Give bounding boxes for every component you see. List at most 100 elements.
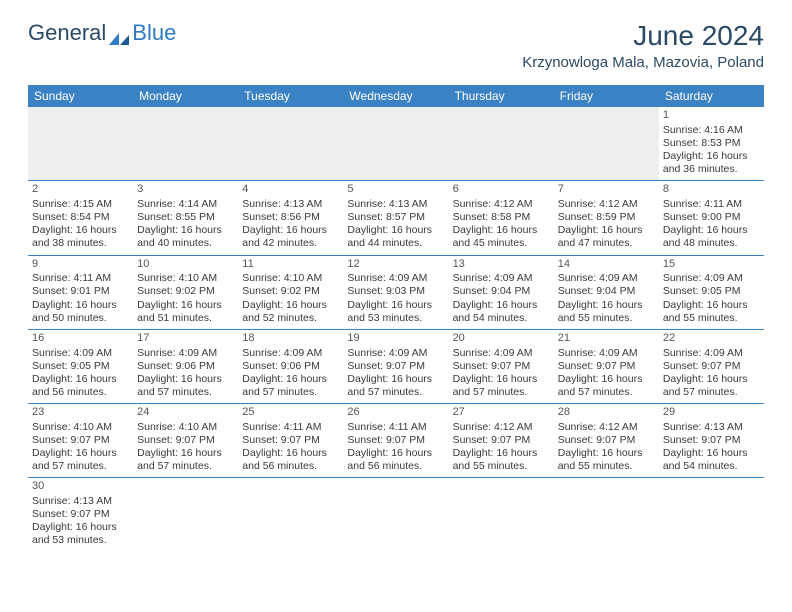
calendar-row: 2Sunrise: 4:15 AMSunset: 8:54 PMDaylight… xyxy=(28,181,764,255)
day-number: 8 xyxy=(663,183,760,197)
day-number: 30 xyxy=(32,480,129,494)
day-number: 10 xyxy=(137,258,234,272)
calendar-cell xyxy=(659,478,764,552)
day-number: 21 xyxy=(558,332,655,346)
sunset-line: Sunset: 8:59 PM xyxy=(558,211,655,224)
day-header-row: SundayMondayTuesdayWednesdayThursdayFrid… xyxy=(28,85,764,107)
sunrise-line: Sunrise: 4:12 AM xyxy=(453,198,550,211)
calendar-cell: 3Sunrise: 4:14 AMSunset: 8:55 PMDaylight… xyxy=(133,181,238,255)
day-number: 24 xyxy=(137,406,234,420)
sunrise-line: Sunrise: 4:09 AM xyxy=(32,347,129,360)
calendar-row: 23Sunrise: 4:10 AMSunset: 9:07 PMDayligh… xyxy=(28,404,764,478)
daylight-line: Daylight: 16 hours and 57 minutes. xyxy=(558,373,655,399)
calendar-cell: 16Sunrise: 4:09 AMSunset: 9:05 PMDayligh… xyxy=(28,329,133,403)
sunrise-line: Sunrise: 4:11 AM xyxy=(242,421,339,434)
daylight-line: Daylight: 16 hours and 45 minutes. xyxy=(453,224,550,250)
day-number: 13 xyxy=(453,258,550,272)
sunrise-line: Sunrise: 4:09 AM xyxy=(453,272,550,285)
day-number: 23 xyxy=(32,406,129,420)
day-number: 3 xyxy=(137,183,234,197)
sunrise-line: Sunrise: 4:09 AM xyxy=(137,347,234,360)
calendar-cell xyxy=(343,107,448,181)
calendar-cell xyxy=(28,107,133,181)
daylight-line: Daylight: 16 hours and 52 minutes. xyxy=(242,299,339,325)
calendar-cell: 23Sunrise: 4:10 AMSunset: 9:07 PMDayligh… xyxy=(28,404,133,478)
sunset-line: Sunset: 9:07 PM xyxy=(453,434,550,447)
daylight-line: Daylight: 16 hours and 57 minutes. xyxy=(663,373,760,399)
calendar-row: 16Sunrise: 4:09 AMSunset: 9:05 PMDayligh… xyxy=(28,329,764,403)
calendar-cell: 6Sunrise: 4:12 AMSunset: 8:58 PMDaylight… xyxy=(449,181,554,255)
sunrise-line: Sunrise: 4:13 AM xyxy=(32,495,129,508)
sunset-line: Sunset: 9:06 PM xyxy=(137,360,234,373)
calendar-cell: 20Sunrise: 4:09 AMSunset: 9:07 PMDayligh… xyxy=(449,329,554,403)
daylight-line: Daylight: 16 hours and 54 minutes. xyxy=(663,447,760,473)
daylight-line: Daylight: 16 hours and 56 minutes. xyxy=(347,447,444,473)
day-header: Tuesday xyxy=(238,85,343,107)
day-number: 18 xyxy=(242,332,339,346)
daylight-line: Daylight: 16 hours and 57 minutes. xyxy=(347,373,444,399)
sunrise-line: Sunrise: 4:10 AM xyxy=(137,421,234,434)
day-header: Wednesday xyxy=(343,85,448,107)
daylight-line: Daylight: 16 hours and 57 minutes. xyxy=(137,447,234,473)
calendar-cell xyxy=(449,107,554,181)
day-number: 7 xyxy=(558,183,655,197)
sunrise-line: Sunrise: 4:11 AM xyxy=(663,198,760,211)
daylight-line: Daylight: 16 hours and 56 minutes. xyxy=(242,447,339,473)
day-number: 28 xyxy=(558,406,655,420)
sunrise-line: Sunrise: 4:11 AM xyxy=(347,421,444,434)
day-number: 1 xyxy=(663,109,760,123)
calendar-cell xyxy=(449,478,554,552)
calendar-cell xyxy=(554,107,659,181)
calendar-cell: 18Sunrise: 4:09 AMSunset: 9:06 PMDayligh… xyxy=(238,329,343,403)
sunset-line: Sunset: 9:07 PM xyxy=(242,434,339,447)
daylight-line: Daylight: 16 hours and 42 minutes. xyxy=(242,224,339,250)
sail-icon xyxy=(108,26,130,40)
sunrise-line: Sunrise: 4:09 AM xyxy=(347,347,444,360)
calendar-cell xyxy=(554,478,659,552)
brand-logo: General Blue xyxy=(28,20,176,46)
calendar-cell xyxy=(238,478,343,552)
day-number: 17 xyxy=(137,332,234,346)
sunset-line: Sunset: 8:57 PM xyxy=(347,211,444,224)
day-header: Monday xyxy=(133,85,238,107)
calendar-cell xyxy=(133,107,238,181)
calendar-cell: 8Sunrise: 4:11 AMSunset: 9:00 PMDaylight… xyxy=(659,181,764,255)
sunrise-line: Sunrise: 4:13 AM xyxy=(663,421,760,434)
day-header: Thursday xyxy=(449,85,554,107)
day-header: Sunday xyxy=(28,85,133,107)
calendar-head: SundayMondayTuesdayWednesdayThursdayFrid… xyxy=(28,85,764,107)
sunset-line: Sunset: 9:00 PM xyxy=(663,211,760,224)
calendar-cell: 1Sunrise: 4:16 AMSunset: 8:53 PMDaylight… xyxy=(659,107,764,181)
day-header: Friday xyxy=(554,85,659,107)
sunset-line: Sunset: 9:02 PM xyxy=(242,285,339,298)
calendar-cell: 21Sunrise: 4:09 AMSunset: 9:07 PMDayligh… xyxy=(554,329,659,403)
sunset-line: Sunset: 8:56 PM xyxy=(242,211,339,224)
sunset-line: Sunset: 9:04 PM xyxy=(453,285,550,298)
sunrise-line: Sunrise: 4:09 AM xyxy=(558,347,655,360)
sunrise-line: Sunrise: 4:12 AM xyxy=(558,198,655,211)
daylight-line: Daylight: 16 hours and 47 minutes. xyxy=(558,224,655,250)
sunset-line: Sunset: 9:07 PM xyxy=(453,360,550,373)
calendar-cell: 10Sunrise: 4:10 AMSunset: 9:02 PMDayligh… xyxy=(133,255,238,329)
day-number: 2 xyxy=(32,183,129,197)
location: Krzynowloga Mala, Mazovia, Poland xyxy=(522,54,764,71)
daylight-line: Daylight: 16 hours and 54 minutes. xyxy=(453,299,550,325)
calendar-cell: 9Sunrise: 4:11 AMSunset: 9:01 PMDaylight… xyxy=(28,255,133,329)
calendar-cell: 26Sunrise: 4:11 AMSunset: 9:07 PMDayligh… xyxy=(343,404,448,478)
sunrise-line: Sunrise: 4:10 AM xyxy=(137,272,234,285)
day-number: 20 xyxy=(453,332,550,346)
sunset-line: Sunset: 9:07 PM xyxy=(558,434,655,447)
daylight-line: Daylight: 16 hours and 40 minutes. xyxy=(137,224,234,250)
day-number: 14 xyxy=(558,258,655,272)
calendar-cell: 13Sunrise: 4:09 AMSunset: 9:04 PMDayligh… xyxy=(449,255,554,329)
sunrise-line: Sunrise: 4:09 AM xyxy=(558,272,655,285)
day-header: Saturday xyxy=(659,85,764,107)
calendar-cell: 29Sunrise: 4:13 AMSunset: 9:07 PMDayligh… xyxy=(659,404,764,478)
sunrise-line: Sunrise: 4:12 AM xyxy=(453,421,550,434)
daylight-line: Daylight: 16 hours and 38 minutes. xyxy=(32,224,129,250)
calendar-cell: 11Sunrise: 4:10 AMSunset: 9:02 PMDayligh… xyxy=(238,255,343,329)
day-number: 19 xyxy=(347,332,444,346)
sunset-line: Sunset: 8:54 PM xyxy=(32,211,129,224)
calendar-cell xyxy=(133,478,238,552)
daylight-line: Daylight: 16 hours and 55 minutes. xyxy=(663,299,760,325)
